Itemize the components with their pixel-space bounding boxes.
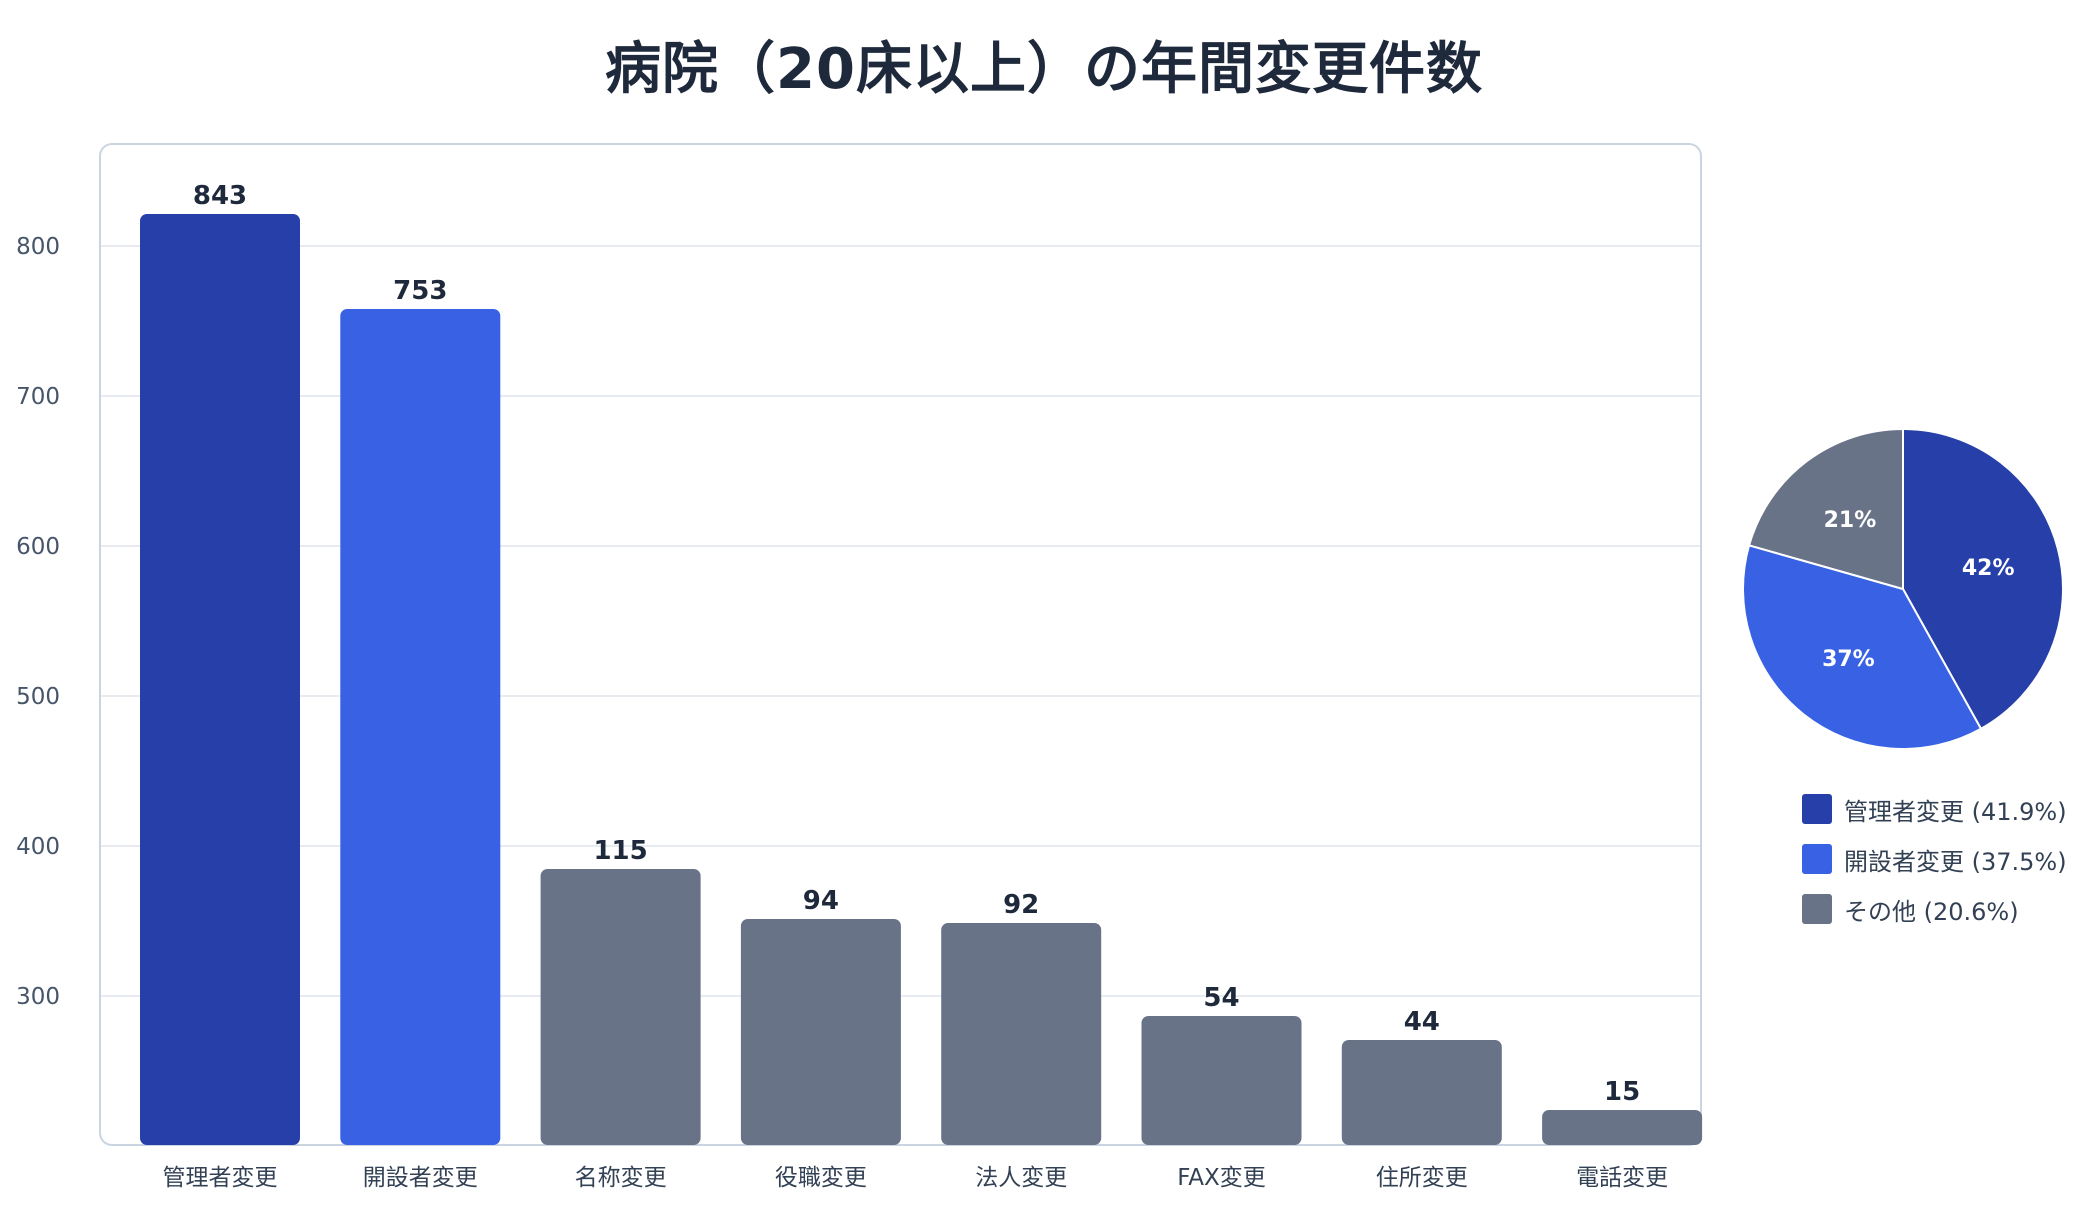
x-tick-label: 管理者変更: [163, 1165, 278, 1191]
bar-chart: 300 400 500 600 700 800 843 753 115 94 92 54 44 15 管…: [16, 143, 1703, 1191]
bar: [740, 919, 901, 1145]
bar: [1141, 1016, 1302, 1145]
bar-value-label: 44: [1404, 1007, 1440, 1037]
legend-item: その他 (20.6%): [1802, 884, 2067, 934]
bar-value-label: 94: [803, 886, 839, 916]
pie-slice: [1902, 427, 2064, 731]
x-axis-labels: 管理者変更 開設者変更 名称変更 役職変更 法人変更 FAX変更 住所変更 電話変更: [163, 1165, 1669, 1191]
page-title: 病院（20床以上）の年間変更件数: [605, 37, 1483, 102]
x-tick-label: 法人変更: [975, 1165, 1067, 1191]
bar-value-label: 15: [1604, 1077, 1640, 1107]
legend-label: 開設者変更 (37.5%): [1844, 847, 2067, 876]
legend-label: その他 (20.6%): [1844, 897, 2019, 926]
y-tick-label: 500: [16, 684, 60, 710]
bar: [140, 214, 300, 1145]
legend-item: 開設者変更 (37.5%): [1802, 834, 2067, 884]
legend-swatch: [1802, 794, 1832, 824]
pie-slice-label: 42%: [1962, 556, 2015, 581]
legend-label: 管理者変更 (41.9%): [1844, 797, 2067, 826]
x-tick-label: 名称変更: [575, 1165, 667, 1191]
y-tick-label: 600: [16, 534, 60, 560]
bar: [941, 923, 1102, 1145]
x-tick-label: 開設者変更: [363, 1165, 478, 1191]
pie-slices: [1742, 427, 2064, 750]
bar-value-label: 753: [393, 276, 447, 306]
y-tick-label: 400: [16, 834, 60, 860]
x-tick-label: FAX変更: [1177, 1165, 1266, 1191]
pie-slice: [1742, 544, 1983, 750]
bar-value-label: 54: [1203, 983, 1239, 1013]
x-tick-label: 電話変更: [1576, 1165, 1668, 1191]
legend-item: 管理者変更 (41.9%): [1802, 784, 2067, 834]
pie-labels: 42% 37% 21%: [1822, 508, 2014, 672]
y-tick-label: 300: [16, 984, 60, 1010]
legend-swatch: [1802, 844, 1832, 874]
y-tick-label: 700: [16, 384, 60, 410]
bar: [1341, 1040, 1502, 1145]
y-axis-ticks: 300 400 500 600 700 800: [16, 234, 60, 1010]
pie-slice-label: 37%: [1822, 647, 1875, 672]
x-tick-label: 役職変更: [775, 1165, 867, 1191]
y-tick-label: 800: [16, 234, 60, 260]
x-tick-label: 住所変更: [1376, 1165, 1468, 1191]
legend-swatch: [1802, 894, 1832, 924]
pie-legend: 管理者変更 (41.9%) 開設者変更 (37.5%) その他 (20.6%): [1802, 784, 2067, 934]
bar: [340, 309, 501, 1145]
bar-value-label: 92: [1003, 890, 1039, 920]
bar-value-labels: 843 753 115 94 92 54 44 15: [193, 181, 1640, 1107]
bar: [1542, 1110, 1703, 1145]
pie-slice: [1747, 427, 1904, 591]
bar: [540, 869, 701, 1145]
bar-value-label: 843: [193, 181, 247, 211]
bars: [140, 214, 1703, 1145]
bar-value-label: 115: [593, 836, 647, 866]
pie-slice-label: 21%: [1824, 508, 1877, 533]
